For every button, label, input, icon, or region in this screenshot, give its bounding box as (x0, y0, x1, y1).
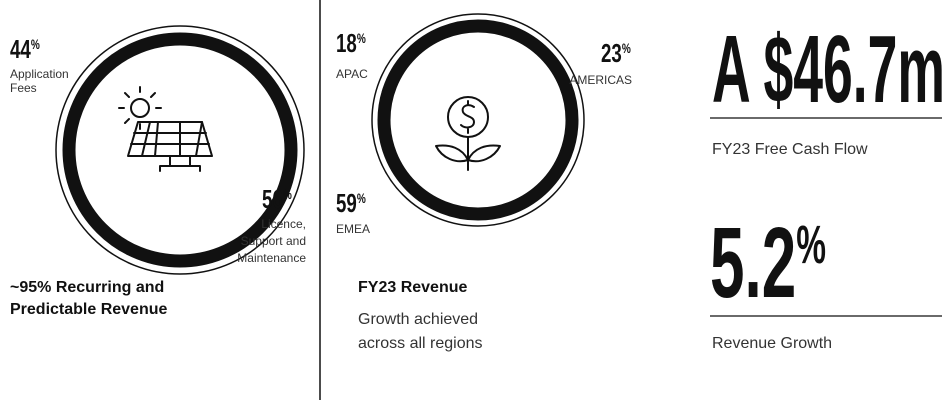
stat: 59% (336, 188, 366, 218)
stat-label: EMEA (336, 222, 370, 236)
stat-label: Fees (10, 81, 37, 95)
stat-value: 56% (262, 184, 292, 214)
stat: 56% (262, 184, 292, 214)
stat-label: Maintenance (237, 251, 306, 265)
value: 5.2 (710, 207, 796, 319)
big-stat: 5.2% (710, 207, 826, 319)
subtitle: across all regions (358, 335, 483, 352)
stat: 44% (10, 34, 40, 64)
value: 44 (10, 34, 31, 64)
solar-icon (118, 86, 213, 172)
stat-label: Support and (241, 234, 306, 248)
figure-label: FY23 Free Cash Flow (712, 141, 868, 158)
value: 23 (601, 38, 622, 68)
stat-label: AMERICAS (569, 73, 632, 87)
stat-value: 23% (601, 38, 631, 68)
stat-value: 59% (336, 188, 366, 218)
caption: ~95% Recurring and (10, 279, 164, 296)
unit: % (357, 30, 366, 46)
title: FY23 Revenue (358, 279, 467, 296)
unit: % (283, 186, 292, 202)
unit: % (31, 36, 40, 52)
money-plant-icon (435, 96, 501, 171)
stat-label: Application (10, 67, 69, 81)
value: 59 (336, 188, 357, 218)
value: 18 (336, 28, 357, 58)
stat: 18% (336, 28, 366, 58)
value: 56 (262, 184, 283, 214)
big-figure: A $46.7m (712, 16, 945, 123)
big-figure: 5.2% (710, 207, 826, 319)
stat-label: APAC (336, 67, 368, 81)
stat-value: 44% (10, 34, 40, 64)
stat: 23% (601, 38, 631, 68)
unit: % (357, 190, 366, 206)
subtitle: Growth achieved (358, 311, 478, 328)
stat-value: 18% (336, 28, 366, 58)
ring (55, 25, 305, 275)
unit: % (796, 214, 826, 275)
figure-label: Revenue Growth (712, 335, 832, 352)
ring (371, 13, 585, 227)
stat-label: Licence, (261, 217, 306, 231)
caption: Predictable Revenue (10, 301, 168, 318)
unit: % (622, 40, 631, 56)
